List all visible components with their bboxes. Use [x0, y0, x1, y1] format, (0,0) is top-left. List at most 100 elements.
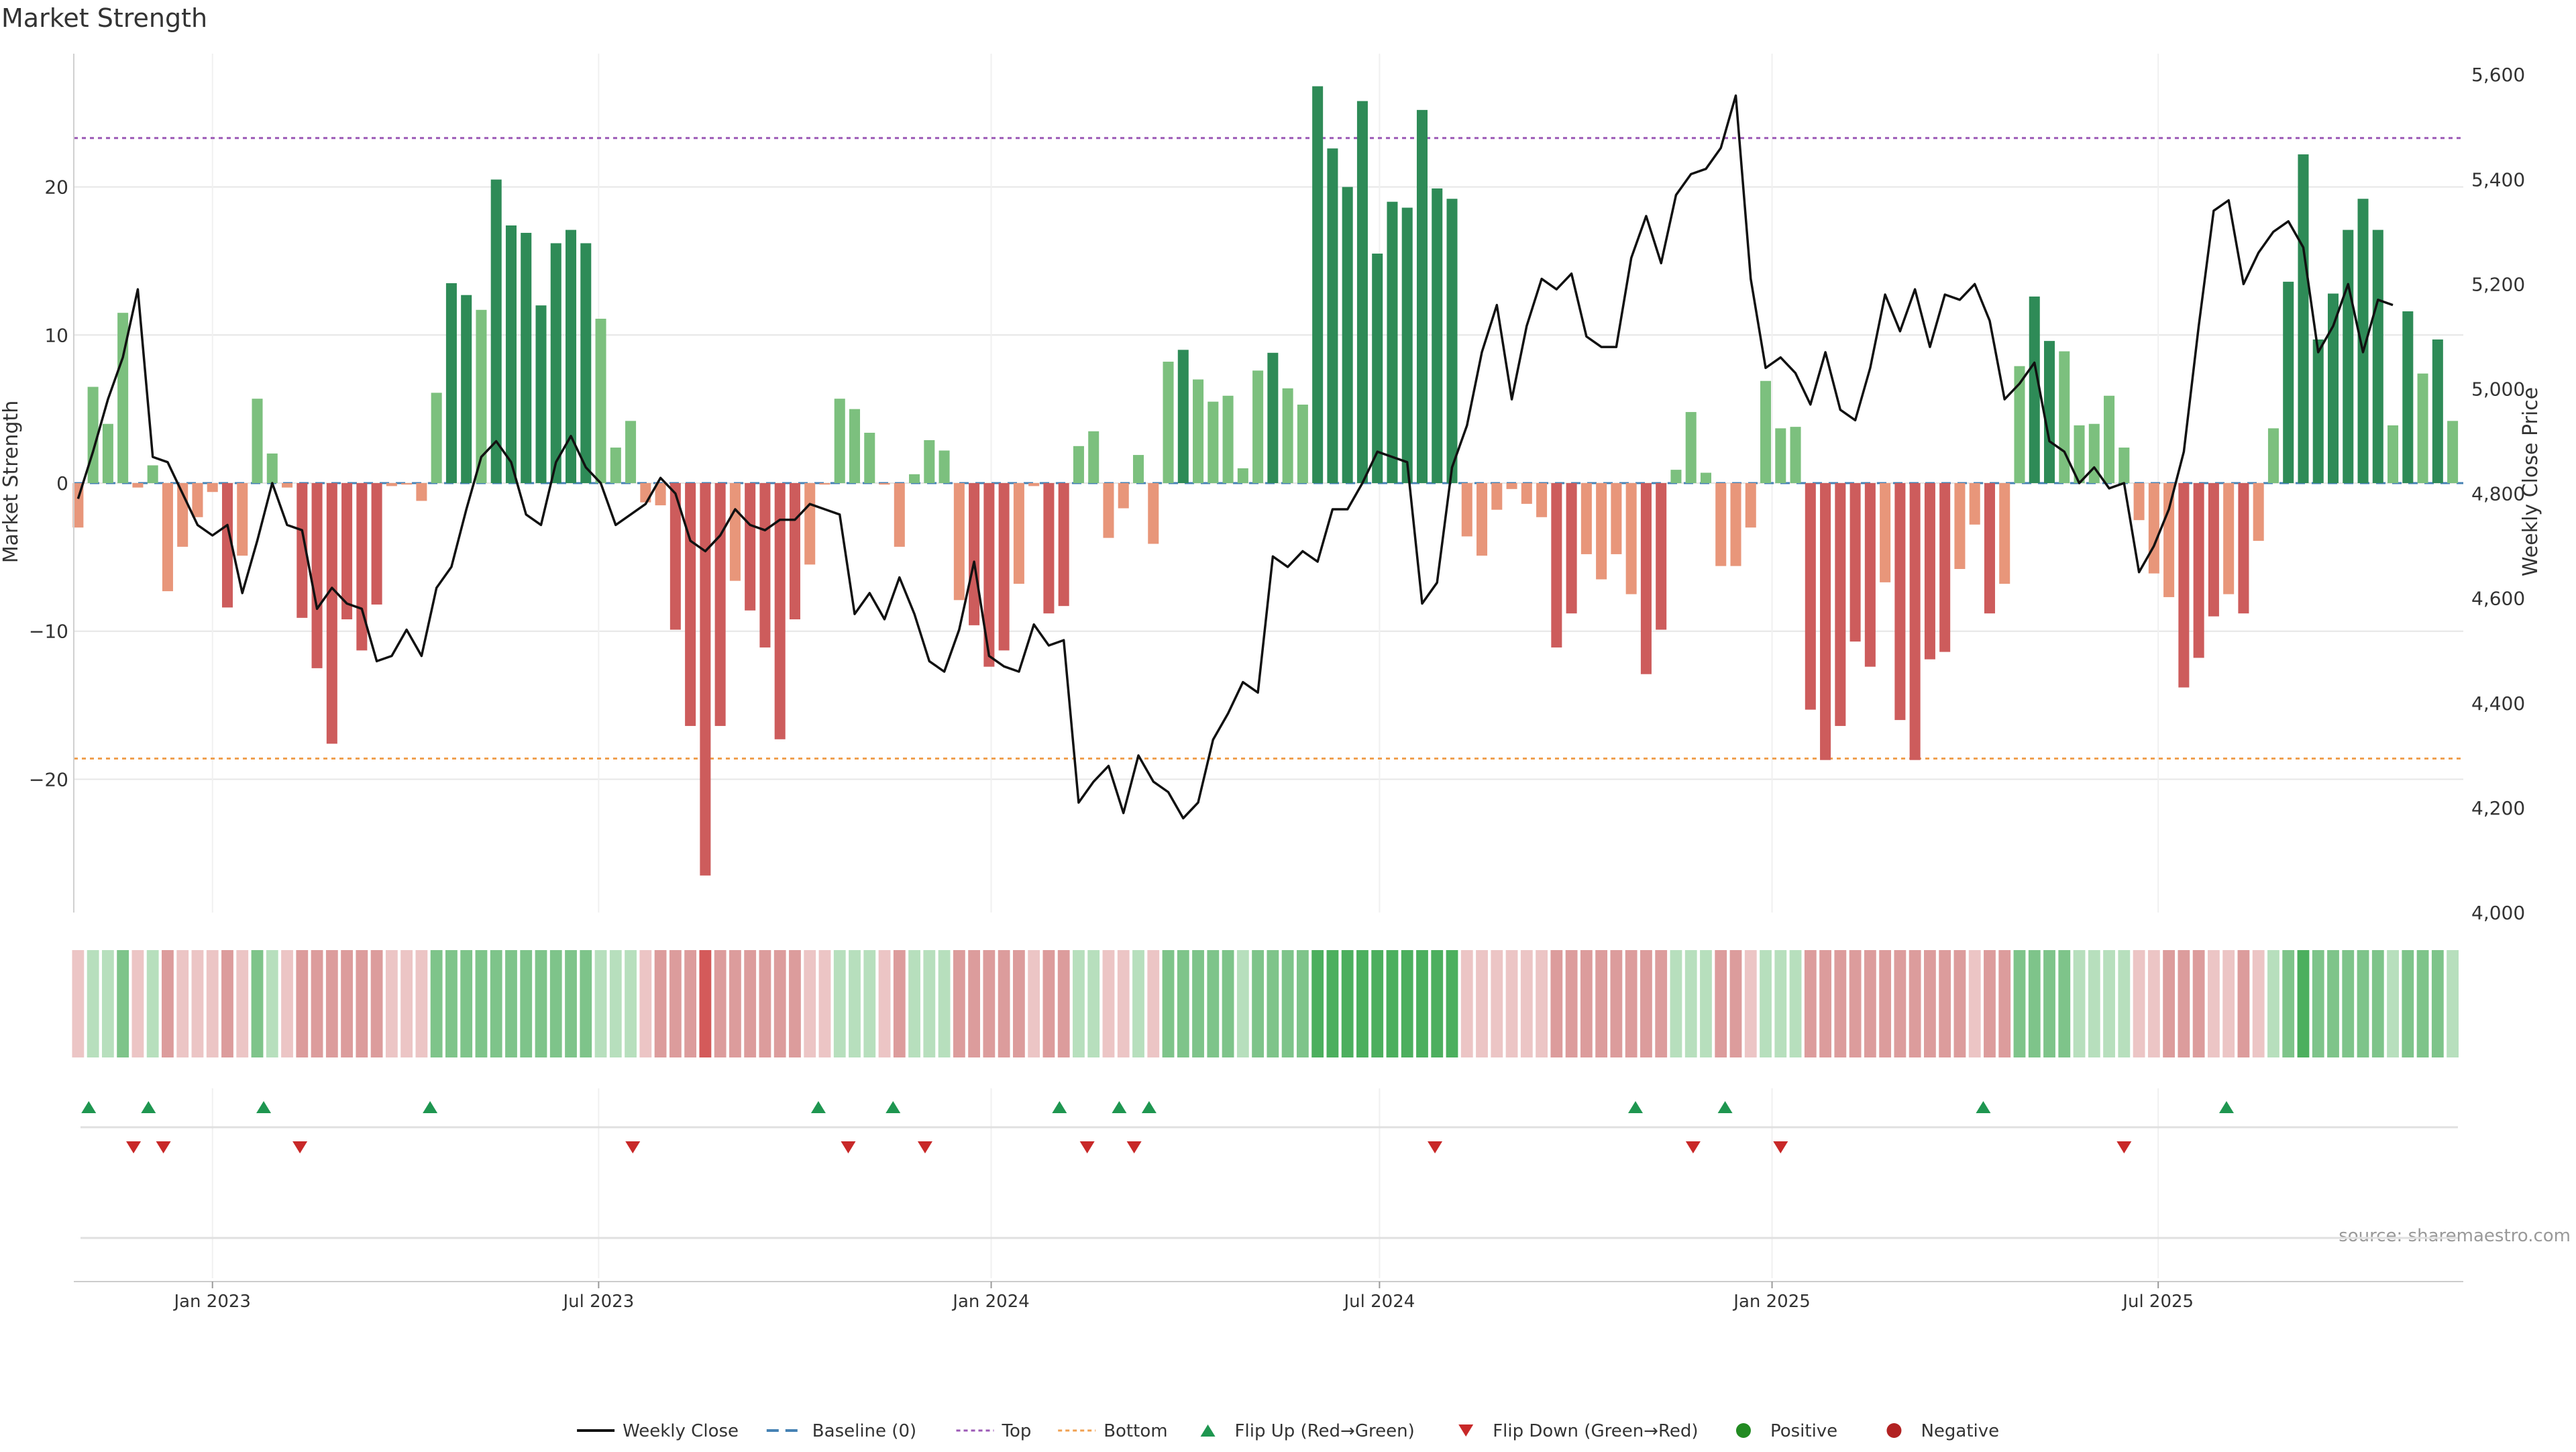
strength-strip-cell: [609, 950, 622, 1057]
strength-bar: [1282, 388, 1293, 483]
strength-bar: [610, 448, 621, 483]
strength-bar: [2014, 366, 2025, 483]
strength-bar: [2223, 483, 2235, 594]
strength-bar: [729, 483, 741, 581]
strength-strip-cell: [2118, 950, 2131, 1057]
strength-bar: [1506, 483, 1517, 489]
strength-bar: [1909, 483, 1921, 760]
strength-strip-cell: [1073, 950, 1085, 1057]
strength-bar: [1880, 483, 1891, 582]
strength-strip-cell: [594, 950, 607, 1057]
strength-bar: [521, 233, 532, 483]
left-tick-label: −20: [29, 768, 68, 790]
strength-bar: [282, 483, 293, 488]
strength-strip-cell: [2252, 950, 2265, 1057]
strength-strip-cell: [1939, 950, 1951, 1057]
strength-strip-cell: [2088, 950, 2100, 1057]
legend-item-negative: Negative: [1886, 1421, 1999, 1441]
flip-up-marker: [885, 1101, 901, 1113]
strength-bar: [431, 393, 442, 483]
flip-up-marker: [1141, 1101, 1157, 1113]
strength-bar: [416, 483, 427, 501]
strength-strip-cell: [2043, 950, 2055, 1057]
strength-strip-cell: [1834, 950, 1847, 1057]
right-tick-label: 4,800: [2471, 483, 2525, 505]
right-tick-label: 5,000: [2471, 378, 2525, 401]
strength-strip-cell: [266, 950, 278, 1057]
strength-strip-cell: [804, 950, 816, 1057]
legend-item-top: Top: [956, 1421, 1031, 1441]
flip-up-marker: [81, 1101, 97, 1113]
strength-strip-cell: [490, 950, 502, 1057]
flip-up-marker: [423, 1101, 438, 1113]
strength-strip-cell: [580, 950, 592, 1057]
strength-strip-cell: [1565, 950, 1578, 1057]
strength-strip-cell: [2282, 950, 2295, 1057]
strength-bar: [2238, 483, 2249, 614]
flip-down-marker: [1079, 1141, 1095, 1153]
strength-bar: [2059, 351, 2070, 483]
strength-strip-cell: [833, 950, 846, 1057]
strength-strip-cell: [2147, 950, 2160, 1057]
strength-strip-cell: [2207, 950, 2220, 1057]
x-tick-label: Jan 2025: [1732, 1292, 1811, 1312]
strength-strip-cell: [938, 950, 951, 1057]
strength-strip-cell: [2431, 950, 2444, 1057]
strength-strip-cell: [654, 950, 667, 1057]
right-tick-label: 5,600: [2471, 64, 2525, 86]
strength-bar: [147, 465, 158, 483]
strength-strip-cell: [1760, 950, 1772, 1057]
strength-bar: [998, 483, 1010, 651]
flip-down-marker: [625, 1141, 641, 1153]
strength-bar: [804, 483, 816, 565]
legend-label: Negative: [1921, 1421, 1999, 1441]
strength-bar: [2193, 483, 2204, 658]
strength-strip-cell: [549, 950, 562, 1057]
strength-bar: [207, 483, 218, 492]
strength-strip-cell: [1012, 950, 1025, 1057]
legend-item-bottom: Bottom: [1058, 1421, 1168, 1441]
strength-strip-cell: [1729, 950, 1742, 1057]
strength-bar: [461, 295, 472, 483]
strength-strip-cell: [639, 950, 652, 1057]
strength-strip-cell: [2357, 950, 2369, 1057]
strength-bar: [1849, 483, 1861, 642]
strength-bar: [1745, 483, 1756, 528]
strength-strip-cell: [923, 950, 936, 1057]
strength-strip-cell: [1536, 950, 1548, 1057]
strength-strip-cell: [983, 950, 996, 1057]
legend-label: Positive: [1770, 1421, 1837, 1441]
strength-bar: [1103, 483, 1114, 538]
strength-strip-cell: [1715, 950, 1727, 1057]
strength-bar: [1580, 483, 1592, 554]
strength-bar: [1372, 253, 1383, 483]
strength-strip-cell: [2342, 950, 2355, 1057]
strength-bar: [1193, 379, 1204, 483]
strength-bar: [953, 483, 965, 601]
strength-bar: [1073, 446, 1084, 483]
strength-strip-cell: [2371, 950, 2384, 1057]
strength-bar: [1835, 483, 1846, 726]
strength-bar: [252, 399, 263, 483]
strength-bar: [1611, 483, 1622, 554]
strength-bar: [655, 483, 666, 506]
strength-bar: [1924, 483, 1935, 660]
strength-strip-cell: [400, 950, 413, 1057]
strength-strip-cell: [445, 950, 458, 1057]
strength-strip-cell: [415, 950, 428, 1057]
strength-bar: [2118, 448, 2130, 483]
strength-bar: [1625, 483, 1637, 594]
strength-bar: [132, 483, 144, 488]
strength-bar: [774, 483, 786, 739]
left-axis-label: Market Strength: [0, 401, 23, 563]
strength-bar: [1521, 483, 1532, 504]
strength-strip-cell: [475, 950, 488, 1057]
strength-strip-cell: [2028, 950, 2041, 1057]
strength-strip-cell: [1222, 950, 1234, 1057]
left-tick-label: 10: [44, 324, 68, 346]
strength-strip-cell: [2387, 950, 2399, 1057]
strength-strip-cell: [370, 950, 383, 1057]
strength-strip-cell: [1744, 950, 1757, 1057]
strength-strip-cell: [1028, 950, 1040, 1057]
